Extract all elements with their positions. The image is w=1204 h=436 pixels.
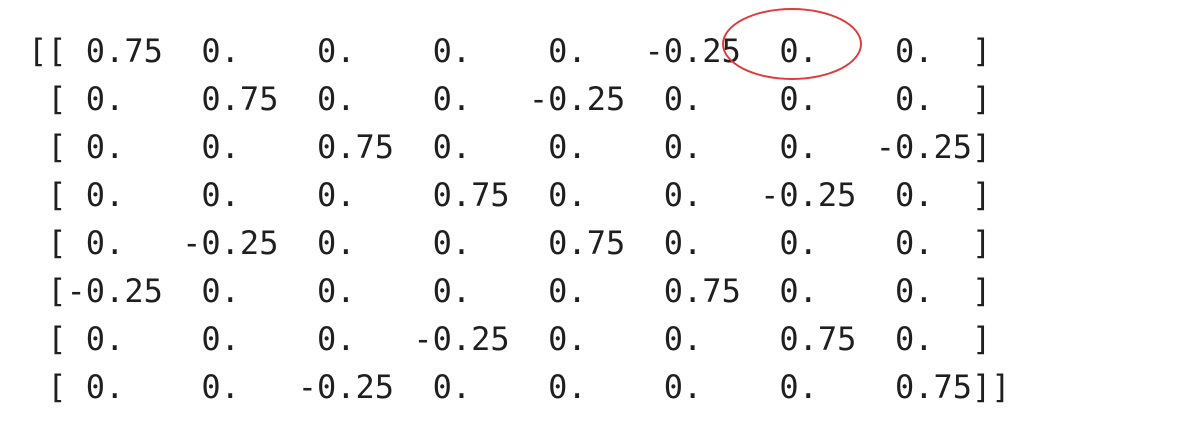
matrix-row: [[ 0.75 0. 0. 0. 0. -0.25 0. 0. ] bbox=[28, 32, 992, 70]
matrix-row: [ 0. 0. 0. -0.25 0. 0. 0.75 0. ] bbox=[28, 320, 992, 358]
matrix-row: [ 0. 0. -0.25 0. 0. 0. 0. 0.75]] bbox=[28, 368, 1011, 406]
matrix-row: [ 0. -0.25 0. 0. 0.75 0. 0. 0. ] bbox=[28, 224, 992, 262]
matrix-row: [ 0. 0. 0.75 0. 0. 0. 0. -0.25] bbox=[28, 128, 992, 166]
matrix-row: [ 0. 0.75 0. 0. -0.25 0. 0. 0. ] bbox=[28, 80, 992, 118]
matrix-row: [ 0. 0. 0. 0.75 0. 0. -0.25 0. ] bbox=[28, 176, 992, 214]
matrix-row: [-0.25 0. 0. 0. 0. 0.75 0. 0. ] bbox=[28, 272, 992, 310]
